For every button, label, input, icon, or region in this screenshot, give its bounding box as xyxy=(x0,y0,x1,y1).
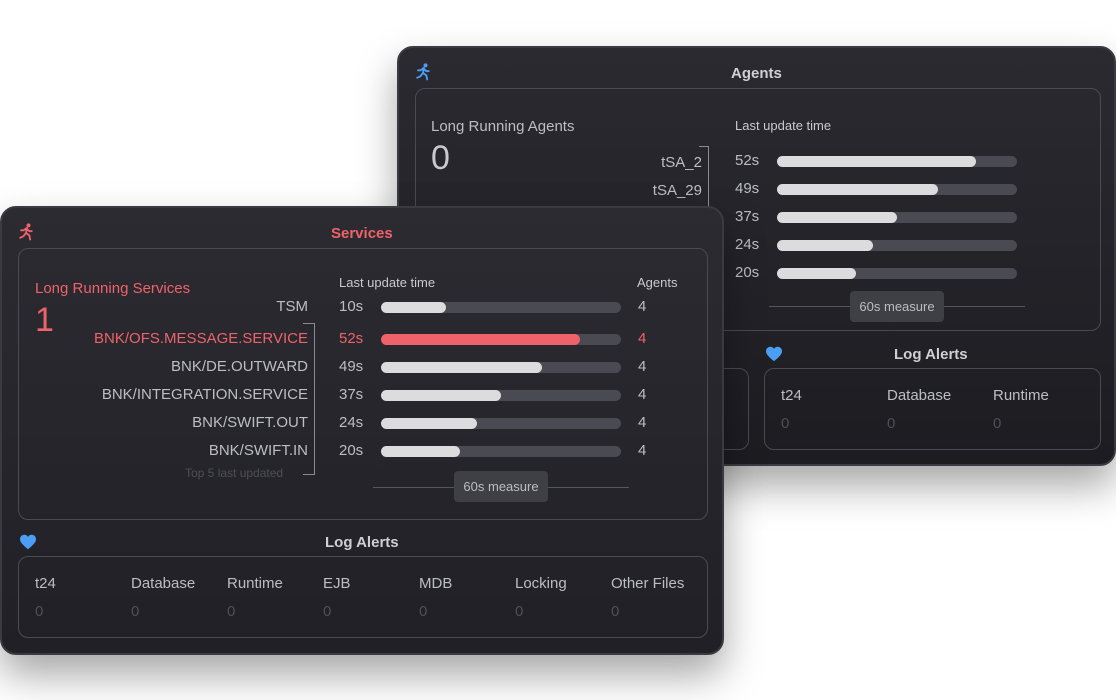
service-row-agents: 4 xyxy=(638,414,647,431)
services-alert-value: 0 xyxy=(227,603,236,620)
services-alert-value: 0 xyxy=(515,603,524,620)
agent-row-time: 20s xyxy=(735,264,760,281)
long-running-agents-count: 0 xyxy=(431,139,450,177)
services-last-update-header: Last update time xyxy=(339,275,436,290)
services-alert-label: Other Files xyxy=(611,575,685,592)
agents-log-alerts-panel: t24 0 Database 0 Runtime 0 xyxy=(764,368,1101,450)
services-alert-label: EJB xyxy=(323,575,351,592)
services-log-alerts-panel: t24 0 Database 0 Runtime 0 EJB 0 MDB 0 Locking 0 Oth… xyxy=(18,556,708,638)
tsm-bar-fill xyxy=(381,302,446,313)
service-row-time: 20s xyxy=(339,442,364,459)
services-agents-header: Agents xyxy=(637,275,678,290)
agents-alert-value-runtime: 0 xyxy=(993,415,1002,432)
top5-note: Top 5 last updated xyxy=(185,466,284,480)
service-row-bar xyxy=(381,390,621,401)
services-card: Services Long Running Services 1 Last up… xyxy=(0,206,724,655)
agent-row-bar-fill xyxy=(777,268,857,279)
service-row-bar xyxy=(381,362,621,373)
agents-alert-value-t24: 0 xyxy=(781,415,790,432)
services-panel: Long Running Services 1 Last update time… xyxy=(18,248,708,520)
agent-row-bar-fill xyxy=(777,212,897,223)
agents-measure-badge: 60s measure xyxy=(850,291,944,322)
services-alert-value: 0 xyxy=(611,603,620,620)
agent-row-time: 52s xyxy=(735,152,760,169)
service-row-name: BNK/SWIFT.IN xyxy=(208,442,308,459)
agent-row-bar xyxy=(777,184,1017,195)
services-alert-label: t24 xyxy=(35,575,56,592)
service-row-bar-fill xyxy=(381,334,581,345)
agents-last-update-header: Last update time xyxy=(735,118,832,133)
agent-name-1: tSA_2 xyxy=(661,154,702,171)
agents-log-alerts-title: Log Alerts xyxy=(894,346,968,363)
services-alert-label: Locking xyxy=(515,575,567,592)
services-log-alerts-title: Log Alerts xyxy=(325,534,399,551)
services-alert-value: 0 xyxy=(323,603,332,620)
services-alert-label: MDB xyxy=(419,575,453,592)
agent-row-bar-fill xyxy=(777,156,977,167)
services-alert-value: 0 xyxy=(419,603,428,620)
agent-row-time: 49s xyxy=(735,180,760,197)
tsm-name: TSM xyxy=(276,298,308,315)
agent-row-time: 24s xyxy=(735,236,760,253)
service-row-time: 24s xyxy=(339,414,364,431)
long-running-services-label: Long Running Services xyxy=(35,280,191,297)
service-row-bar xyxy=(381,446,621,457)
heart-icon xyxy=(20,534,36,550)
long-running-agents-label: Long Running Agents xyxy=(431,118,575,135)
agent-row-bar xyxy=(777,212,1017,223)
service-row-bar xyxy=(381,418,621,429)
service-row-time: 37s xyxy=(339,386,364,403)
services-title: Services xyxy=(331,225,393,242)
services-alert-value: 0 xyxy=(131,603,140,620)
tsm-bar xyxy=(381,302,621,313)
services-alert-label: Database xyxy=(131,575,196,592)
service-row-agents: 4 xyxy=(638,442,647,459)
heart-icon xyxy=(766,346,782,362)
agents-alert-label-database: Database xyxy=(887,387,952,404)
agent-name-2: tSA_29 xyxy=(652,182,702,199)
agents-panel: Long Running Agents 0 Last update time t… xyxy=(415,88,1101,331)
service-row-bar-fill xyxy=(381,446,461,457)
service-row-agents: 4 xyxy=(638,386,647,403)
agent-row-time: 37s xyxy=(735,208,760,225)
services-alert-label: Runtime xyxy=(227,575,283,592)
service-row-agents: 4 xyxy=(638,330,647,347)
agents-alert-label-runtime: Runtime xyxy=(993,387,1049,404)
services-bracket xyxy=(303,323,315,475)
tsm-time: 10s xyxy=(339,298,364,315)
agents-alert-label-t24: t24 xyxy=(781,387,802,404)
service-row-name: BNK/SWIFT.OUT xyxy=(192,414,308,431)
agents-alert-value-database: 0 xyxy=(887,415,896,432)
long-running-services-count: 1 xyxy=(35,301,54,339)
service-row-name: BNK/INTEGRATION.SERVICE xyxy=(101,386,308,403)
service-row-bar-fill xyxy=(381,418,477,429)
agent-row-bar-fill xyxy=(777,184,938,195)
service-row-bar-fill xyxy=(381,390,501,401)
service-row-time: 49s xyxy=(339,358,364,375)
service-row-name: BNK/DE.OUTWARD xyxy=(171,358,308,375)
service-row-name: BNK/OFS.MESSAGE.SERVICE xyxy=(94,330,308,347)
services-measure-badge: 60s measure xyxy=(454,471,548,502)
services-alert-value: 0 xyxy=(35,603,44,620)
service-row-bar xyxy=(381,334,621,345)
running-icon xyxy=(416,63,430,81)
agent-row-bar xyxy=(777,268,1017,279)
tsm-agents: 4 xyxy=(638,298,647,315)
agent-row-bar-fill xyxy=(777,240,873,251)
agent-row-bar xyxy=(777,156,1017,167)
service-row-time: 52s xyxy=(339,330,364,347)
running-icon xyxy=(19,223,33,241)
service-row-agents: 4 xyxy=(638,358,647,375)
service-row-bar-fill xyxy=(381,362,542,373)
agent-row-bar xyxy=(777,240,1017,251)
agents-title: Agents xyxy=(731,65,782,82)
